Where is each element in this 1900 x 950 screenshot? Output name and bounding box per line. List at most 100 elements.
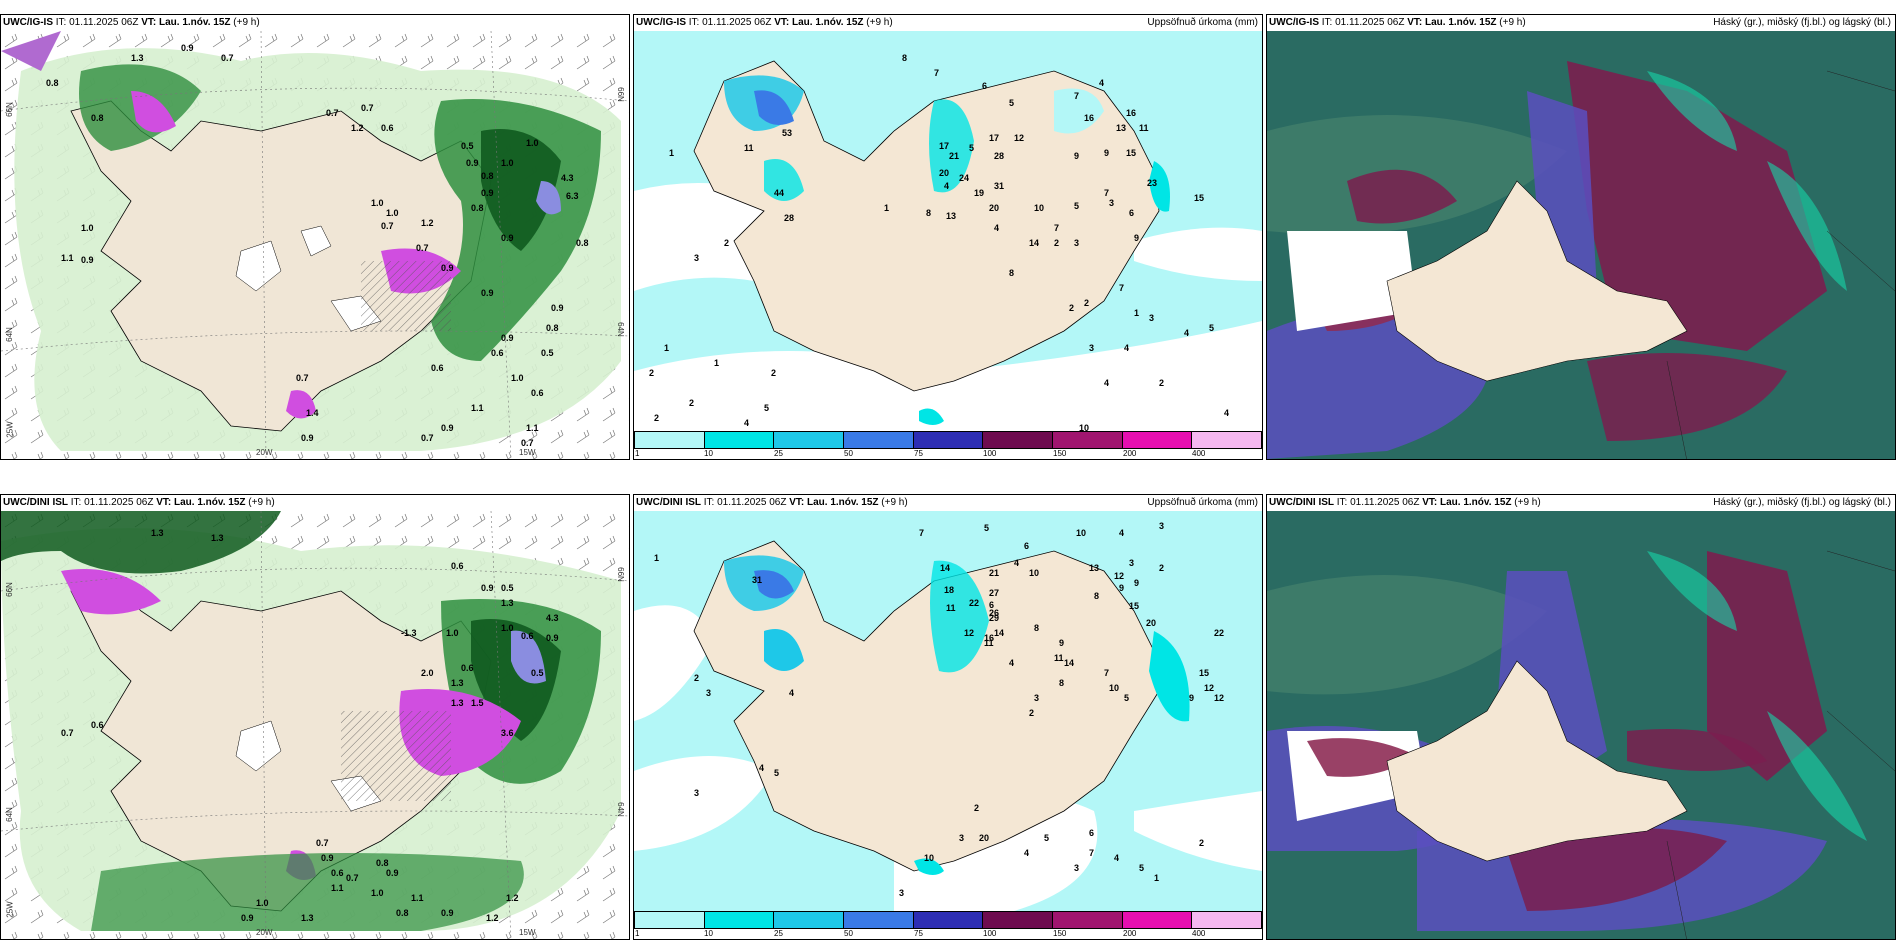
svg-text:1: 1 bbox=[654, 553, 659, 563]
map-cloud-cover[interactable] bbox=[1267, 511, 1895, 939]
lat-label-right-66n: 66N bbox=[616, 87, 626, 102]
svg-text:1.2: 1.2 bbox=[351, 123, 364, 133]
svg-text:7: 7 bbox=[1104, 668, 1109, 678]
svg-text:5: 5 bbox=[1009, 98, 1014, 108]
svg-text:3: 3 bbox=[706, 688, 711, 698]
svg-text:3.6: 3.6 bbox=[501, 728, 514, 738]
svg-text:0.8: 0.8 bbox=[481, 171, 494, 181]
svg-text:2: 2 bbox=[689, 398, 694, 408]
svg-text:24: 24 bbox=[959, 173, 969, 183]
svg-text:5: 5 bbox=[1124, 693, 1129, 703]
lat-label-64n: 64N bbox=[4, 807, 14, 822]
svg-text:21: 21 bbox=[949, 151, 959, 161]
legend-label: 400 bbox=[1192, 929, 1206, 938]
lat-label-66n: 66N bbox=[4, 102, 14, 117]
svg-text:1.0: 1.0 bbox=[386, 208, 399, 218]
svg-text:44: 44 bbox=[774, 188, 784, 198]
svg-text:3: 3 bbox=[694, 253, 699, 263]
precip-rate-labels: 0.8 1.3 0.9 0.7 0.8 0.7 0.7 0.6 1.2 0.5 1.0 0.… bbox=[46, 43, 589, 448]
svg-text:5: 5 bbox=[1209, 323, 1214, 333]
svg-text:11: 11 bbox=[1054, 653, 1064, 663]
svg-text:0.9: 0.9 bbox=[501, 233, 514, 243]
svg-text:13: 13 bbox=[946, 211, 956, 221]
legend-swatch-75 bbox=[913, 912, 984, 928]
svg-text:9: 9 bbox=[1134, 578, 1139, 588]
svg-text:2: 2 bbox=[694, 673, 699, 683]
svg-text:12: 12 bbox=[1214, 693, 1224, 703]
svg-text:1.0: 1.0 bbox=[501, 158, 514, 168]
svg-text:6: 6 bbox=[989, 600, 994, 610]
legend-swatch-200 bbox=[1122, 912, 1193, 928]
svg-text:5: 5 bbox=[1044, 833, 1049, 843]
svg-text:1.3: 1.3 bbox=[301, 913, 314, 923]
svg-text:2: 2 bbox=[1084, 298, 1089, 308]
svg-text:5: 5 bbox=[774, 768, 779, 778]
map-wind-precip[interactable]: 1.3 1.3 0.6 0.9 0.5 1.3 1.0 0.6 0.9 4.3 1.0 -1… bbox=[1, 511, 629, 939]
svg-text:1: 1 bbox=[664, 343, 669, 353]
legend-swatch-10 bbox=[704, 432, 775, 448]
svg-text:12: 12 bbox=[964, 628, 974, 638]
svg-text:8: 8 bbox=[1009, 268, 1014, 278]
svg-text:11: 11 bbox=[1139, 123, 1149, 133]
legend-swatch-100 bbox=[983, 432, 1054, 448]
svg-text:0.6: 0.6 bbox=[451, 561, 464, 571]
svg-text:5: 5 bbox=[984, 523, 989, 533]
legend-label: 50 bbox=[844, 449, 853, 458]
svg-text:15: 15 bbox=[1199, 668, 1209, 678]
legend-swatch-1 bbox=[635, 432, 705, 448]
lat-label-25w: 25W bbox=[5, 421, 15, 438]
svg-text:15: 15 bbox=[1194, 193, 1204, 203]
lat-label-right-66n: 66N bbox=[616, 567, 626, 582]
panel-title: UWC/IG-IS IT: 01.11.2025 06Z VT: Lau. 1.… bbox=[1269, 17, 1526, 28]
svg-text:0.6: 0.6 bbox=[531, 388, 544, 398]
svg-text:1.3: 1.3 bbox=[501, 598, 514, 608]
svg-text:11: 11 bbox=[984, 638, 994, 648]
svg-text:3: 3 bbox=[694, 788, 699, 798]
svg-text:4: 4 bbox=[1184, 328, 1189, 338]
panel-dini-accum-precip: UWC/DINI ISL IT: 01.11.2025 06Z VT: Lau.… bbox=[633, 494, 1263, 940]
svg-text:9: 9 bbox=[1074, 151, 1079, 161]
legend-label: 150 bbox=[1053, 449, 1067, 458]
svg-text:0.9: 0.9 bbox=[441, 908, 454, 918]
svg-text:-1.3: -1.3 bbox=[401, 628, 417, 638]
map-wind-precip[interactable]: 0.8 1.3 0.9 0.7 0.8 0.7 0.7 0.6 1.2 0.5 1.0 0.… bbox=[1, 31, 629, 459]
panel-field-title: Háský (gr.), miðský (fj.bl.) og lágský (… bbox=[1713, 17, 1891, 28]
svg-text:0.7: 0.7 bbox=[361, 103, 374, 113]
svg-text:18: 18 bbox=[944, 585, 954, 595]
svg-text:1: 1 bbox=[1154, 873, 1159, 883]
svg-text:1.0: 1.0 bbox=[526, 138, 539, 148]
svg-text:0.8: 0.8 bbox=[471, 203, 484, 213]
svg-text:9: 9 bbox=[1119, 583, 1124, 593]
svg-text:8: 8 bbox=[1034, 623, 1039, 633]
svg-text:4: 4 bbox=[1014, 558, 1019, 568]
svg-text:0.9: 0.9 bbox=[81, 255, 94, 265]
svg-text:1.1: 1.1 bbox=[411, 893, 424, 903]
svg-text:2: 2 bbox=[771, 368, 776, 378]
map-cloud-cover[interactable] bbox=[1267, 31, 1895, 459]
legend-swatch-10 bbox=[704, 912, 775, 928]
panel-field-title: Uppsöfnuð úrkoma (mm) bbox=[1147, 17, 1258, 28]
legend-swatch-400 bbox=[1192, 432, 1262, 448]
svg-text:2: 2 bbox=[1069, 303, 1074, 313]
svg-text:3: 3 bbox=[899, 888, 904, 898]
svg-text:0.5: 0.5 bbox=[531, 668, 544, 678]
svg-text:22: 22 bbox=[969, 598, 979, 608]
legend-swatch-25 bbox=[774, 432, 845, 448]
lon-label-15w: 15W bbox=[519, 448, 536, 457]
svg-text:3: 3 bbox=[959, 833, 964, 843]
svg-text:0.9: 0.9 bbox=[481, 188, 494, 198]
svg-text:1.0: 1.0 bbox=[371, 198, 384, 208]
svg-text:2.0: 2.0 bbox=[421, 668, 434, 678]
svg-text:2: 2 bbox=[1029, 708, 1034, 718]
svg-text:0.9: 0.9 bbox=[241, 913, 254, 923]
svg-text:0.8: 0.8 bbox=[546, 323, 559, 333]
svg-text:3: 3 bbox=[1109, 198, 1114, 208]
svg-text:1.1: 1.1 bbox=[471, 403, 484, 413]
panel-title: UWC/DINI ISL IT: 01.11.2025 06Z VT: Lau.… bbox=[636, 497, 908, 508]
svg-text:2: 2 bbox=[1159, 563, 1164, 573]
svg-text:1.2: 1.2 bbox=[506, 893, 519, 903]
svg-text:11: 11 bbox=[744, 143, 754, 153]
